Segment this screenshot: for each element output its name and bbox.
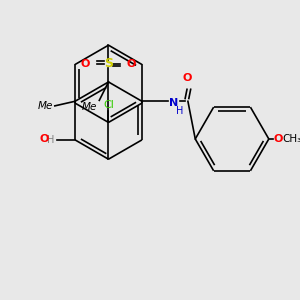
Text: Me: Me [82, 102, 98, 112]
Text: O: O [127, 58, 136, 69]
Text: Me: Me [38, 101, 53, 111]
Text: O: O [182, 73, 192, 83]
Text: O: O [81, 58, 90, 69]
Text: CH₃: CH₃ [283, 134, 300, 144]
Text: S: S [104, 57, 113, 70]
Text: O: O [40, 134, 49, 144]
Text: H: H [47, 135, 55, 145]
Text: H: H [176, 106, 183, 116]
Text: Cl: Cl [103, 100, 114, 110]
Text: N: N [169, 98, 178, 108]
Text: O: O [273, 134, 283, 144]
